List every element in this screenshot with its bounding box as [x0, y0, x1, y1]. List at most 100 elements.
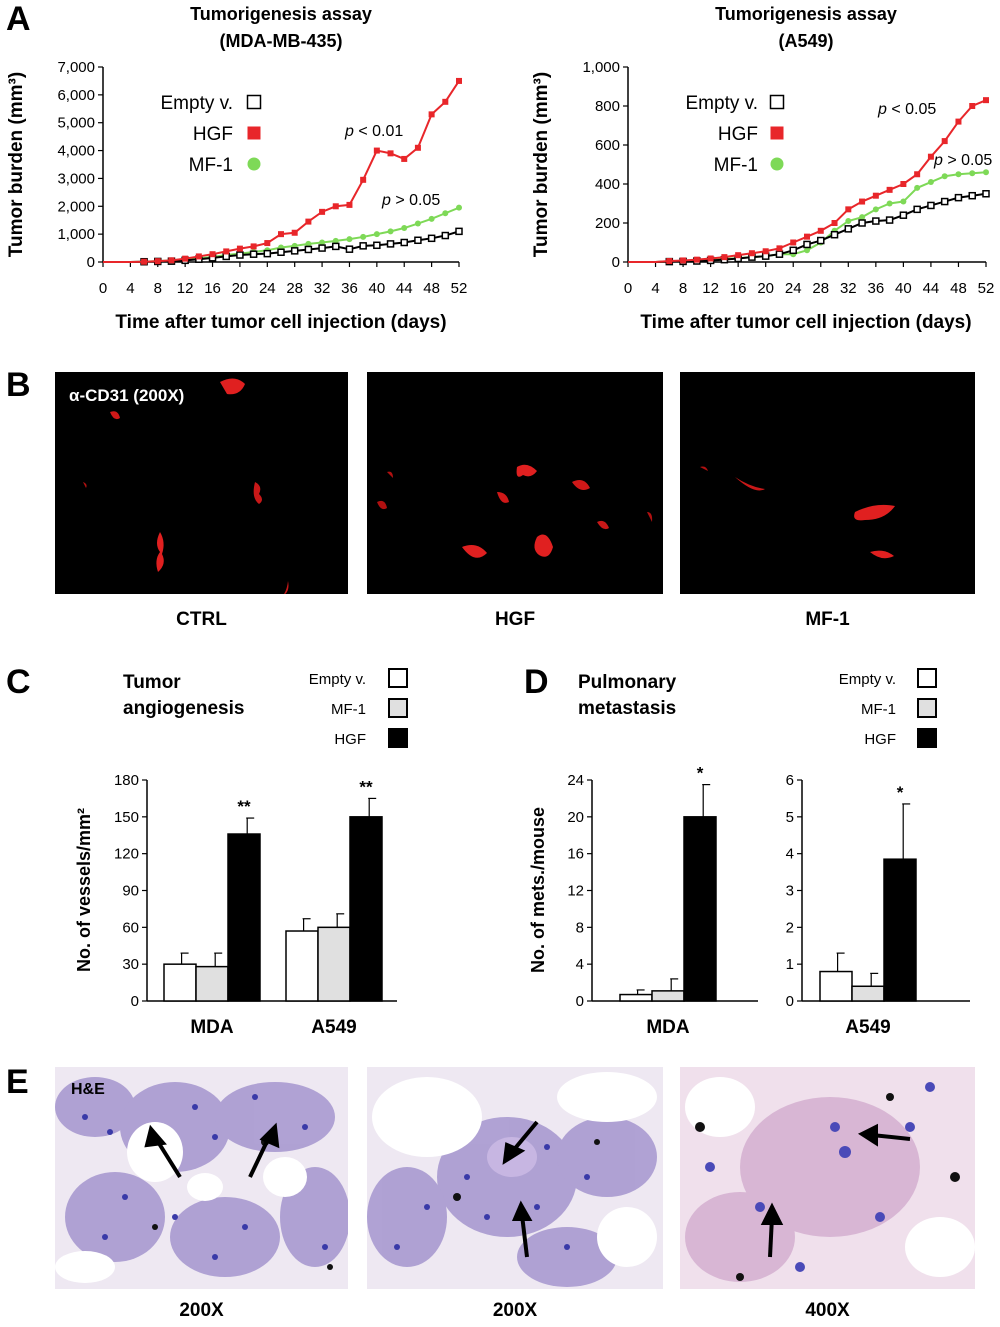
cd31-overlay-label: α-CD31 (200X)	[69, 386, 185, 405]
a-a549-point	[845, 206, 852, 213]
d-a549-bar	[819, 970, 853, 1002]
d-legend-label: MF-1	[861, 701, 896, 718]
d-a549-y-tick-label: 3	[786, 883, 794, 900]
micrograph-ctrl: α-CD31 (200X)	[55, 372, 348, 594]
a-a549-point	[693, 256, 700, 263]
a-mda-legend-label: HGF	[193, 124, 233, 145]
d-a549-y-tick-label: 0	[786, 993, 794, 1010]
a-a549-point	[900, 181, 907, 187]
d-mda-y-tick-label: 16	[567, 846, 584, 863]
a-mda-legend-label: MF-1	[189, 155, 233, 176]
a-a549-point	[735, 252, 742, 259]
a-mda-point	[305, 218, 312, 225]
d-a549-y-tick-label: 1	[786, 956, 794, 973]
a-mda-x-tick-label: 48	[423, 280, 440, 297]
a-mda-point	[249, 250, 258, 258]
d-mda-significance: *	[697, 764, 704, 783]
a-a549-point	[830, 230, 839, 239]
a-mda-x-tick-label: 36	[341, 280, 358, 297]
a-mda-point	[346, 236, 353, 243]
a-a549-x-tick-label: 20	[757, 280, 774, 297]
he-tissue-2	[367, 1072, 657, 1287]
a-a549-point	[899, 211, 908, 219]
a-a549-point	[775, 250, 784, 258]
a-a549-point	[982, 190, 990, 198]
a-mda-point	[332, 203, 339, 210]
a-mda-x-tick-label: 20	[232, 280, 249, 297]
a-mda-point	[427, 234, 436, 243]
a-mda-point	[332, 242, 340, 251]
c-y-tick-label: 60	[122, 919, 139, 936]
a-mda-x-tick-label: 8	[154, 280, 162, 297]
d-mda-y-tick-label: 24	[567, 772, 584, 789]
a-mda-point	[195, 253, 202, 260]
a-mda-x-tick-label: 16	[204, 280, 221, 297]
a-a549-point	[872, 206, 879, 213]
a-a549-x-tick-label: 8	[679, 280, 687, 297]
a-mda-point	[319, 208, 326, 215]
a-a549-point	[927, 201, 935, 210]
c-significance: **	[359, 777, 373, 796]
panel-letter-a: A	[6, 0, 31, 38]
d-y-label: No. of mets./mouse	[528, 807, 548, 973]
a-mda-point	[305, 240, 312, 247]
d-legend-box	[917, 668, 937, 688]
bar-chart-angiogenesis: Tumor angiogenesis Empty v. MF-1 HGF 0 30 60 90 1…	[74, 668, 408, 1038]
a-mda-point	[386, 240, 395, 248]
a-mda-title-2: (MDA-MB-435)	[220, 31, 343, 51]
c-legend-label: MF-1	[331, 701, 366, 718]
a-mda-point	[346, 201, 353, 208]
a-mda-point	[318, 244, 326, 252]
he-tissue-1	[55, 1077, 348, 1283]
d-a549-bar	[851, 985, 885, 1002]
a-mda-point	[332, 237, 339, 244]
a-mda-legend-label: Empty v.	[161, 93, 234, 114]
d-mda-bar	[683, 816, 717, 1002]
c-y-tick-label: 180	[114, 772, 139, 789]
d-mda-y-tick-label: 12	[567, 883, 584, 900]
a-a549-point	[859, 214, 866, 221]
d-a549-category-label: A549	[845, 1017, 890, 1038]
a-mda-point	[360, 176, 367, 183]
a-mda-y-tick-label: 7,000	[57, 59, 95, 76]
a-mda-point	[387, 150, 394, 157]
micrograph-mf1	[680, 372, 975, 594]
d-legend-box	[917, 698, 937, 718]
panel-letter-b: B	[6, 366, 31, 404]
a-a549-legend-marker	[770, 126, 784, 140]
a-a549-x-tick-label: 52	[978, 280, 995, 297]
c-category-label: MDA	[190, 1017, 234, 1038]
cd31-stain-ctrl	[83, 378, 289, 594]
a-a549-point	[707, 255, 714, 262]
a-mda-x-tick-label: 40	[369, 280, 386, 297]
c-category-label: A549	[311, 1017, 356, 1038]
d-mda-bar	[651, 990, 685, 1002]
a-a549-point	[776, 245, 783, 252]
a-a549-point	[913, 205, 921, 214]
a-mda-y-tick-label: 6,000	[57, 87, 95, 104]
c-y-tick-label: 0	[131, 993, 139, 1010]
a-mda-annotation: p > 0.05	[381, 192, 440, 209]
a-mda-point	[345, 245, 354, 253]
a-a549-point	[859, 198, 866, 205]
d-mda-y-tick-label: 4	[576, 956, 584, 973]
a-mda-point	[277, 248, 285, 256]
a-a549-x-tick-label: 12	[702, 280, 719, 297]
a-mda-x-tick-label: 28	[286, 280, 303, 297]
c-title-1: Tumor	[123, 672, 181, 693]
a-mda-point	[168, 257, 175, 264]
a-a549-point	[955, 171, 962, 178]
he-image-1: H&E	[55, 1067, 348, 1289]
a-a549-x-tick-label: 28	[812, 280, 829, 297]
a-mda-annotation: p < 0.01	[344, 123, 403, 140]
a-a549-point	[941, 138, 948, 145]
a-a549-point	[886, 186, 893, 193]
a-a549-point	[955, 118, 962, 125]
label-hgf: HGF	[494, 609, 536, 630]
c-y-label: No. of vessels/mm²	[74, 808, 94, 972]
a-a549-point	[983, 169, 989, 176]
a-a549-x-tick-label: 24	[785, 280, 802, 297]
a-mda-x-tick-label: 0	[99, 280, 107, 297]
a-a549-legend-label: Empty v.	[686, 93, 759, 114]
a-a549-point	[969, 103, 976, 109]
